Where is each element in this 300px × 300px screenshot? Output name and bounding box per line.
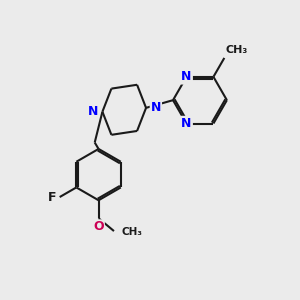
Text: O: O: [93, 220, 104, 233]
Text: CH₃: CH₃: [226, 45, 248, 55]
Text: N: N: [151, 101, 161, 114]
Text: CH₃: CH₃: [122, 227, 143, 237]
Text: N: N: [181, 117, 192, 130]
Text: F: F: [48, 190, 57, 204]
Text: N: N: [87, 105, 98, 118]
Text: N: N: [181, 70, 192, 83]
